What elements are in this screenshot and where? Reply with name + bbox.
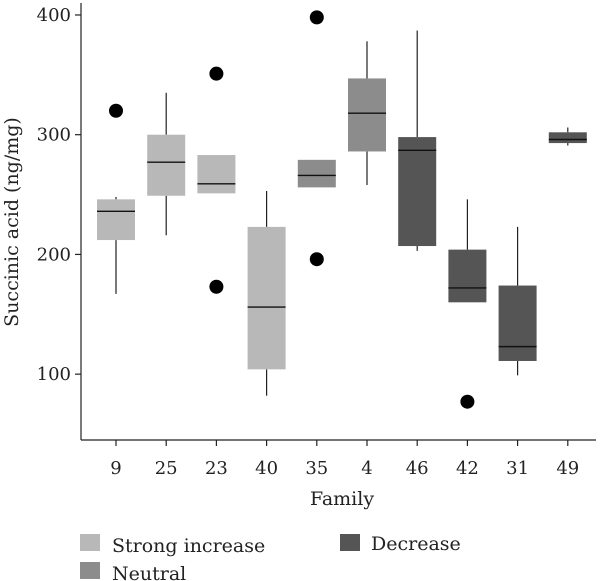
legend: Strong increase Neutral Decrease (80, 533, 461, 581)
box-family-9 (97, 103, 135, 294)
box-iqr (548, 132, 587, 144)
y-axis-title: Succinic acid (ng/mg) (1, 117, 23, 327)
outlier-point (309, 252, 324, 267)
y-tick-label: 100 (37, 364, 71, 385)
legend-swatch (340, 534, 360, 551)
box-family-25 (147, 92, 186, 236)
box-iqr (247, 226, 286, 370)
x-tick-label: 31 (506, 458, 529, 479)
y-tick-label: 200 (37, 244, 71, 265)
x-tick-label: 23 (205, 458, 228, 479)
outlier-point (309, 10, 324, 25)
box-family-46 (398, 30, 437, 251)
box-iqr (97, 199, 135, 241)
y-tick-label: 300 (37, 125, 71, 146)
x-tick-label: 9 (110, 458, 121, 479)
box-iqr (297, 159, 336, 188)
box-family-42 (448, 199, 487, 409)
legend-label: Neutral (112, 563, 186, 581)
box-series (97, 10, 587, 409)
outlier-point (109, 103, 123, 118)
box-iqr (448, 249, 487, 303)
x-tick-label: 46 (406, 458, 429, 479)
box-family-23 (197, 66, 236, 294)
box-iqr (197, 155, 236, 194)
box-family-35 (297, 10, 336, 267)
legend-swatch (80, 562, 100, 579)
box-family-49 (548, 127, 587, 146)
box-family-31 (498, 226, 537, 376)
y-tick-label: 400 (37, 5, 71, 26)
box-iqr (147, 134, 186, 196)
box-iqr (498, 285, 537, 361)
y-axis-ticks: 100 200 300 400 (37, 5, 81, 385)
legend-label: Decrease (371, 533, 461, 555)
outlier-point (209, 66, 224, 81)
x-tick-label: 49 (556, 458, 579, 479)
outlier-point (209, 279, 224, 294)
x-tick-label: 25 (155, 458, 178, 479)
box-family-4 (348, 41, 386, 185)
x-tick-label: 42 (456, 458, 479, 479)
x-tick-label: 40 (255, 458, 278, 479)
outlier-point (460, 394, 475, 409)
x-axis-title: Family (310, 488, 374, 510)
box-iqr (348, 78, 386, 152)
legend-label: Strong increase (112, 535, 265, 557)
box-iqr (398, 137, 437, 247)
x-tick-label: 4 (361, 458, 372, 479)
legend-swatch (80, 534, 100, 551)
x-axis-ticks: 9 25 23 40 35 4 46 42 31 49 (110, 440, 579, 479)
x-tick-label: 35 (305, 458, 328, 479)
box-family-40 (247, 190, 286, 396)
